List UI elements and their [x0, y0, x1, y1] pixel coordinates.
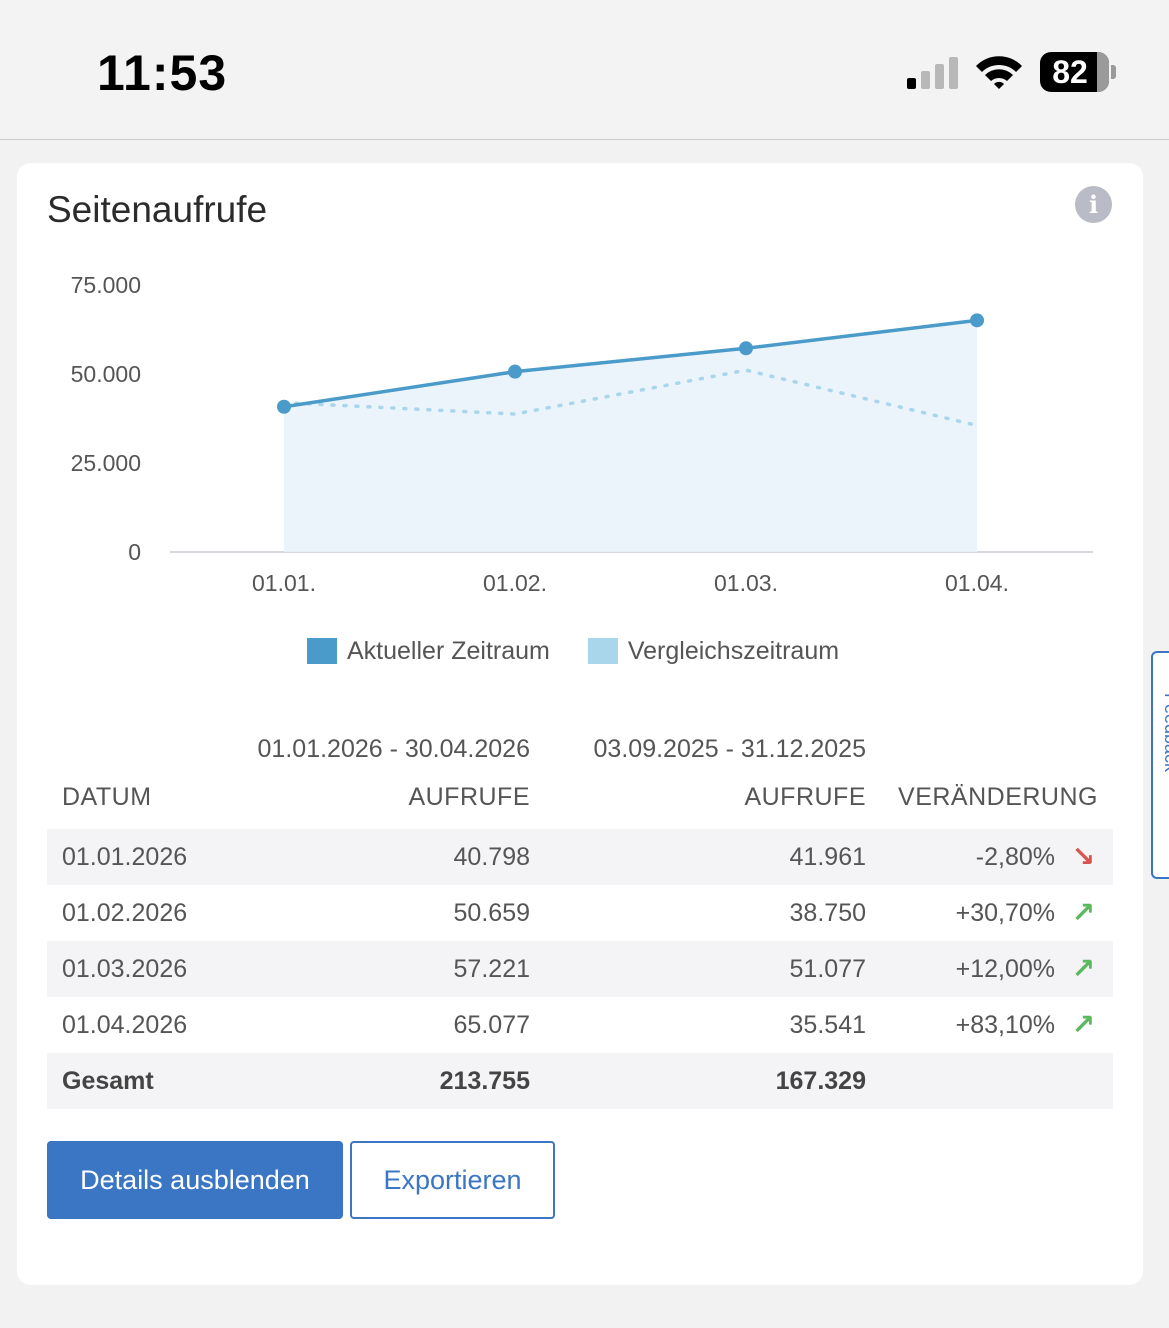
cell-change: +12,00%: [955, 955, 1055, 983]
table-header-row: DATUM AUFRUFE AUFRUFE VERÄNDERUNG: [47, 773, 1113, 829]
trend-up-icon: ↗: [1071, 1009, 1095, 1040]
wifi-icon: [976, 56, 1022, 89]
y-tick-label: 25.000: [71, 450, 141, 476]
legend-item-compare[interactable]: Vergleichszeitraum: [587, 636, 840, 666]
column-header-change: VERÄNDERUNG: [898, 783, 1098, 811]
cell-views-compare: 38.750: [789, 899, 866, 927]
cell-views-current: 50.659: [453, 899, 530, 927]
period-current: 01.01.2026 - 30.04.2026: [257, 735, 530, 763]
legend-label-current: Aktueller Zeitraum: [347, 636, 550, 665]
data-point-current: [508, 364, 522, 379]
y-tick-label: 75.000: [71, 272, 141, 298]
x-tick-label: 01.03.: [714, 570, 778, 596]
series-line-current: [283, 318, 978, 409]
x-tick-label: 01.02.: [483, 570, 547, 596]
cell-views-current: 57.221: [453, 955, 530, 983]
legend-item-current[interactable]: Aktueller Zeitraum: [307, 637, 550, 666]
cell-date: 01.02.2026: [62, 899, 188, 927]
column-header-views-current: AUFRUFE: [408, 783, 530, 811]
pageviews-table: 01.01.2026 - 30.04.2026 03.09.2025 - 31.…: [47, 733, 1113, 1109]
cellular-signal-icon: [907, 57, 958, 89]
x-tick-label: 01.04.: [945, 570, 1009, 596]
period-compare: 03.09.2025 - 31.12.2025: [593, 735, 866, 763]
cell-views-compare: 51.077: [789, 955, 866, 983]
y-tick-label: 50.000: [71, 361, 141, 387]
cell-date: 01.01.2026: [62, 843, 188, 871]
legend-swatch-current: [307, 638, 337, 664]
trend-up-icon: ↗: [1071, 953, 1095, 984]
total-views-compare: 167.329: [775, 1067, 866, 1095]
trend-up-icon: ↗: [1071, 897, 1095, 928]
cell-views-compare: 41.961: [789, 843, 866, 871]
battery-level: 82: [1052, 54, 1088, 90]
table-total-row: Gesamt 213.755 167.329: [47, 1053, 1113, 1109]
pageviews-card: Seitenaufrufe i 75.000 50.000 25.000 0 01.01…: [17, 163, 1143, 1285]
x-tick-label: 01.01.: [252, 570, 316, 596]
column-header-views-compare: AUFRUFE: [744, 783, 866, 811]
cell-date: 01.04.2026: [62, 1011, 188, 1039]
cell-change: +83,10%: [955, 1011, 1055, 1039]
status-bar: 11:53 82: [0, 0, 1169, 140]
info-icon[interactable]: i: [1075, 186, 1112, 223]
feedback-tab-label: Feedback: [1161, 693, 1169, 773]
table-row: 01.04.2026 65.077 35.541 +83,10% ↗: [47, 997, 1113, 1053]
chart-legend: Aktueller Zeitraum Vergleichszeitraum: [307, 633, 877, 669]
total-views-current: 213.755: [439, 1067, 530, 1095]
trend-down-icon: ↘: [1071, 841, 1095, 872]
table-row: 01.01.2026 40.798 41.961 -2,80% ↘: [47, 829, 1113, 885]
cell-date: 01.03.2026: [62, 955, 188, 983]
battery-icon: 82: [1040, 52, 1116, 92]
total-label: Gesamt: [62, 1067, 154, 1095]
cell-change: -2,80%: [975, 843, 1055, 871]
table-row: 01.02.2026 50.659 38.750 +30,70% ↗: [47, 885, 1113, 941]
feedback-tab[interactable]: Feedback: [1151, 651, 1169, 879]
pageviews-chart: 75.000 50.000 25.000 0 01.01. 01.02. 01.03. 01.…: [71, 272, 1093, 596]
legend-label-compare: Vergleichszeitraum: [627, 636, 840, 665]
series-line-compare: [282, 368, 979, 428]
column-header-date: DATUM: [62, 783, 152, 811]
cell-views-compare: 35.541: [789, 1011, 866, 1039]
data-point-current: [970, 313, 984, 328]
card-title: Seitenaufrufe: [47, 189, 268, 230]
y-tick-label: 0: [128, 539, 141, 565]
hide-details-button[interactable]: Details ausblenden: [47, 1141, 343, 1219]
export-button[interactable]: Exportieren: [350, 1141, 555, 1219]
cell-change: +30,70%: [955, 899, 1055, 927]
cell-views-current: 40.798: [453, 843, 530, 871]
status-time: 11:53: [97, 45, 228, 101]
legend-swatch-compare: [587, 638, 618, 664]
series-area-current: [284, 320, 977, 552]
period-header-row: 01.01.2026 - 30.04.2026 03.09.2025 - 31.…: [47, 733, 1113, 773]
cell-views-current: 65.077: [453, 1011, 530, 1039]
data-point-current: [739, 341, 753, 356]
table-row: 01.03.2026 57.221 51.077 +12,00% ↗: [47, 941, 1113, 997]
data-point-current: [277, 399, 291, 414]
